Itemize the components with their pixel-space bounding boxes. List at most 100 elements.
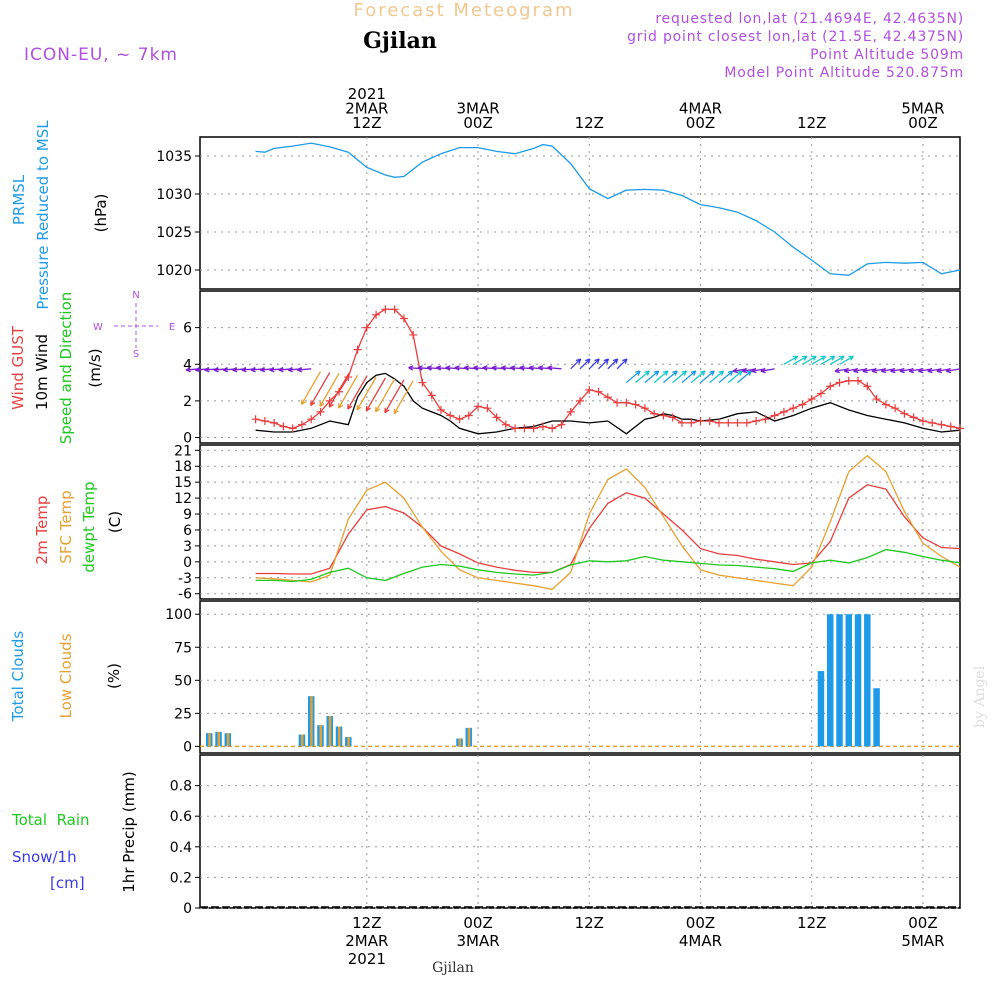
wind-direction-arrow — [839, 355, 854, 365]
footer-location: Gjilan — [432, 960, 474, 976]
wind-direction-arrow — [672, 370, 688, 384]
low-cloud-bar — [458, 738, 462, 747]
gust-marker — [854, 376, 863, 385]
gust-marker — [297, 420, 306, 429]
label-sfc-temp: SFC Temp — [57, 490, 75, 563]
y-tick-label: 4 — [183, 357, 192, 373]
series-10m-wind — [255, 372, 961, 435]
wind-direction-arrow — [616, 358, 628, 370]
wind-direction-arrow — [802, 355, 817, 365]
wind-direction-arrow — [579, 358, 591, 370]
gust-marker — [316, 407, 325, 416]
wind-direction-arrow — [598, 358, 610, 370]
wind-direction-arrow — [328, 374, 349, 408]
wind-direction-arrow — [644, 370, 660, 384]
label-low-clouds: Low Clouds — [57, 633, 75, 718]
gust-marker — [863, 382, 872, 391]
legend-cm: [cm] — [50, 874, 85, 892]
total-cloud-bar — [826, 614, 834, 747]
y-tick-label: 0 — [183, 555, 192, 571]
y-tick-label: 0.4 — [170, 840, 192, 856]
gust-marker — [650, 409, 659, 418]
wind-direction-arrow — [811, 355, 827, 365]
gust-marker — [761, 415, 770, 424]
gust-marker — [538, 422, 547, 431]
gust-marker — [631, 400, 640, 409]
wind-direction-arrow — [300, 371, 322, 406]
compass-west: W — [93, 322, 103, 333]
y-tick-label: 0.2 — [170, 870, 192, 886]
gust-marker — [279, 422, 288, 431]
bottom-axis-label: 3MAR — [456, 932, 499, 950]
label-wind-dir: Speed and Direction — [57, 292, 75, 445]
low-cloud-bar — [300, 734, 304, 747]
total-cloud-bar — [873, 688, 880, 747]
gust-marker — [946, 422, 955, 431]
top-axis-label: 12Z — [352, 114, 381, 132]
wind-direction-arrow — [760, 367, 775, 374]
y-tick-label: 50 — [174, 673, 192, 689]
bottom-axis-label: 00Z — [686, 914, 715, 932]
gust-marker — [909, 413, 918, 422]
wind-direction-arrow — [296, 366, 312, 373]
y-tick-label: 21 — [174, 443, 192, 459]
point-altitude: Point Altitude 509m — [810, 47, 964, 63]
gust-marker — [705, 417, 714, 426]
low-cloud-bar — [310, 696, 313, 747]
label-dewpt-temp: dewpt Temp — [80, 481, 98, 572]
wind-direction-arrow — [792, 355, 808, 365]
panel-frame — [199, 754, 961, 909]
compass-north: N — [132, 290, 139, 301]
grid-point-coords: grid point closest lon,lat (21.5E, 42.43… — [627, 29, 964, 45]
gust-marker — [307, 415, 316, 424]
wind-direction-arrow — [337, 374, 359, 409]
y-tick-label: 0.8 — [170, 779, 192, 795]
y-tick-label: 15 — [174, 475, 192, 491]
y-tick-label: 1030 — [156, 187, 192, 203]
gust-marker — [455, 415, 464, 424]
gust-marker — [464, 411, 473, 420]
label-prmsl: PRMSL — [10, 174, 28, 225]
wind-direction-arrow — [547, 365, 562, 371]
legend-snow: Snow/1h — [12, 848, 77, 866]
y-tick-label: 100 — [165, 607, 192, 623]
y-tick-label: 6 — [183, 321, 192, 337]
label-10m-wind: 10m Wind — [33, 334, 51, 410]
wind-direction-arrow — [384, 379, 405, 414]
bottom-axis-label: 12Z — [352, 914, 381, 932]
bottom-axis-label: 12Z — [797, 914, 826, 932]
gust-marker — [362, 323, 371, 332]
gust-marker — [474, 402, 483, 411]
y-tick-label: 9 — [183, 507, 192, 523]
wind-direction-arrow — [681, 370, 697, 384]
series-dewpt-temp — [255, 548, 961, 583]
low-cloud-bar — [328, 715, 332, 747]
gust-marker — [715, 418, 724, 427]
y-tick-label: 0 — [183, 739, 192, 755]
y-tick-label: -3 — [178, 571, 192, 587]
y-tick-label: 1020 — [156, 263, 192, 279]
label-wind-gust: Wind GUST — [9, 325, 27, 410]
bottom-axis-label: 4MAR — [679, 932, 722, 950]
top-axis-label: 12Z — [575, 114, 604, 132]
panel-frame — [199, 290, 961, 444]
y-tick-label: 75 — [174, 640, 192, 656]
wind-direction-arrow — [365, 377, 386, 412]
wind-direction-arrow — [356, 376, 377, 411]
label-total-clouds: Total Clouds — [9, 631, 27, 723]
wind-direction-arrow — [820, 355, 836, 365]
wind-direction-arrow — [347, 375, 368, 410]
gust-marker — [798, 400, 807, 409]
y-tick-label: 0 — [183, 431, 192, 447]
wind-direction-arrow — [737, 370, 752, 384]
gust-marker — [677, 418, 686, 427]
gust-marker — [770, 411, 779, 420]
gust-marker — [594, 387, 603, 396]
gust-marker — [742, 418, 751, 427]
compass-south: S — [133, 349, 139, 360]
gust-marker — [335, 387, 344, 396]
model-label: ICON-EU, ~ 7km — [24, 45, 178, 65]
gust-marker — [668, 413, 677, 422]
